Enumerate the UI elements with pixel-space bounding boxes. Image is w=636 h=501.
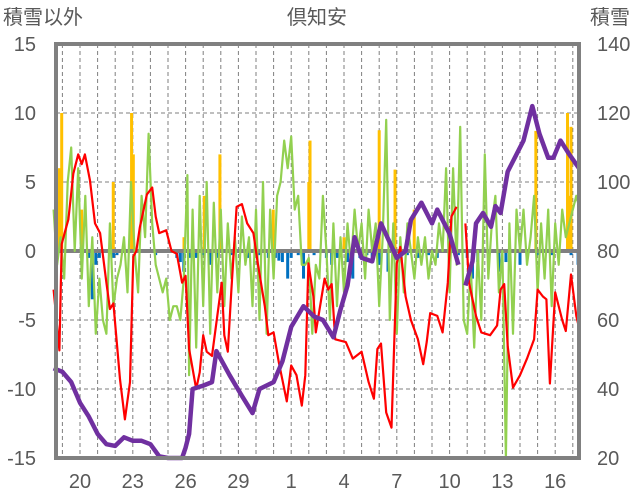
blue-bar [536,251,540,256]
blue-bar [208,251,212,265]
blue-bar [456,251,460,256]
blue-bar [569,251,573,256]
orange-bar [377,130,381,251]
blue-bar [111,251,115,258]
orange-bar [566,113,570,251]
orange-bar [80,209,84,251]
blue-bar [87,251,91,258]
x-axis-tick-label: 16 [544,471,566,493]
purple-line [52,200,461,461]
x-axis-tick-label: 7 [391,471,402,493]
blue-bar [416,251,420,258]
blue-bar [229,251,233,256]
orange-bar [202,195,206,251]
orange-bar [218,154,222,251]
right-axis-title: 積雪 [590,6,630,29]
blue-bar [377,251,381,265]
x-axis-tick-label: 23 [122,471,144,493]
blue-bar [550,251,554,256]
left-axis-tick-label: 15 [14,34,36,56]
chart-title: 倶知安 [287,6,347,29]
tick-labels: 15 10 5 0 -5 -10 -15 140 120 100 80 60 40 20 20 23 26 29 1… [7,34,630,493]
blue-bar [97,251,101,258]
purple-line [463,103,581,287]
plot-frame [54,42,581,460]
right-axis-tick-label: 100 [597,172,630,194]
x-axis-tick-label: 13 [491,471,513,493]
blue-bar [277,251,281,261]
orange-bar [569,126,573,251]
blue-bar [201,251,205,256]
orange-bar [393,169,397,251]
orange-bar [111,182,115,251]
blue-bar [178,251,182,263]
x-axis-tick-label: 29 [227,471,249,493]
blue-bar [280,251,284,263]
right-axis-tick-label: 80 [597,241,619,263]
orange-bar [131,154,135,251]
x-axis-tick-label: 20 [69,471,91,493]
orange-bar [342,237,346,251]
blue-bar [289,251,293,258]
blue-bar [258,251,262,256]
blue-bar [296,251,300,256]
red-line [464,223,581,389]
blue-bar [115,251,119,256]
x-axis-tick-label: 1 [286,471,297,493]
left-axis-tick-label: 5 [25,172,36,194]
blue-bar [346,251,350,263]
orange-bar [534,130,538,251]
orange-bar [57,168,61,251]
blue-bar [497,251,501,272]
blue-bar [312,251,316,256]
left-axis-tick-label: 0 [25,241,36,263]
right-axis-tick-label: 120 [597,103,630,125]
blue-bar [94,251,98,265]
x-axis-tick-label: 26 [174,471,196,493]
orange-bar [60,113,64,251]
series-lines [52,103,581,461]
blue-bar [504,251,508,263]
right-axis-tick-label: 140 [597,34,630,56]
blue-bar [215,251,219,258]
left-axis-tick-label: -5 [18,310,36,332]
right-axis-tick-label: 20 [597,448,619,470]
right-axis-tick-label: 40 [597,379,619,401]
blue-bar [194,251,198,258]
orange-bar [308,140,312,251]
blue-bar [90,251,94,300]
orange-bar [271,209,275,251]
blue-bar [518,251,522,265]
left-axis-title: 積雪以外 [3,6,83,29]
x-axis-tick-label: 4 [338,471,349,493]
blue-bar [286,251,290,279]
orange-bar [412,209,416,251]
left-axis-tick-label: -10 [7,379,36,401]
blue-bar [426,251,430,256]
red-line [52,153,458,429]
blue-bar [405,251,409,256]
left-axis-tick-label: 10 [14,103,36,125]
blue-bar [335,251,339,258]
x-axis-tick-label: 10 [438,471,460,493]
left-axis-tick-label: -15 [7,448,36,470]
right-axis-tick-label: 60 [597,310,619,332]
